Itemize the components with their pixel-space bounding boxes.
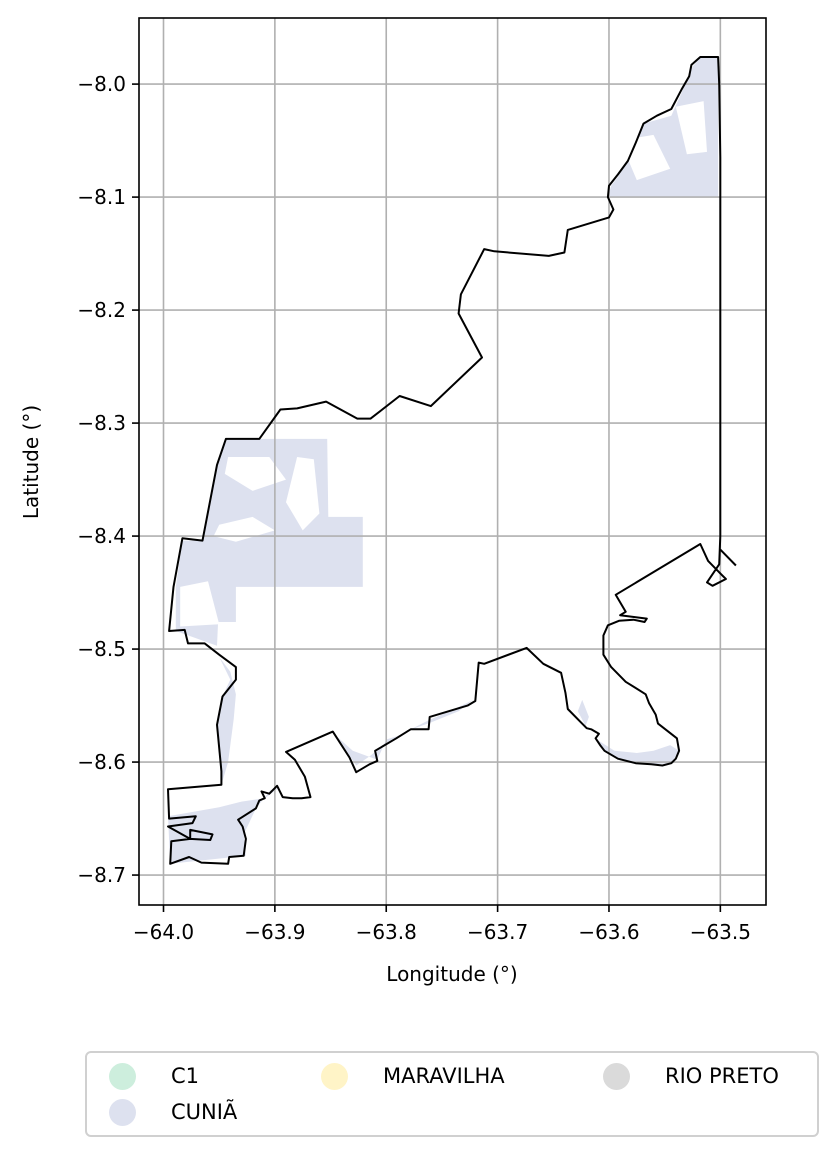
y-tick-label-2: −8.2 bbox=[77, 298, 126, 322]
x-tick-label-1: −63.9 bbox=[244, 920, 305, 944]
plot-frame bbox=[138, 17, 767, 906]
legend-label-maravilha: MARAVILHA bbox=[383, 1064, 505, 1088]
legend-item-maravilha: MARAVILHA bbox=[321, 1059, 505, 1093]
municipal-boundary bbox=[167, 56, 737, 865]
legend-marker-cunia bbox=[109, 1098, 136, 1126]
x-axis-ticks: −64.0 −63.9 −63.8 −63.7 −63.6 −63.5 bbox=[133, 905, 751, 944]
region-holes bbox=[180, 101, 707, 627]
x-axis-title: Longitude (°) bbox=[386, 962, 517, 986]
legend: C1 MARAVILHA RIO PRETO CUNIÃ bbox=[85, 1051, 819, 1137]
legend-marker-rio-preto bbox=[603, 1062, 630, 1090]
cunia-region-6 bbox=[577, 699, 589, 726]
y-axis-ticks: −8.0 −8.1 −8.2 −8.3 −8.4 −8.5 −8.6 −8.7 bbox=[77, 72, 139, 887]
y-tick-label-6: −8.6 bbox=[77, 750, 126, 774]
y-tick-label-4: −8.4 bbox=[77, 524, 126, 548]
boundary-segment bbox=[719, 548, 737, 567]
cunia-region-4 bbox=[335, 699, 474, 766]
legend-item-rio-preto: RIO PRETO bbox=[603, 1059, 779, 1093]
x-tick-label-4: −63.6 bbox=[578, 920, 639, 944]
legend-label-rio-preto: RIO PRETO bbox=[665, 1064, 779, 1088]
boundary-outline bbox=[167, 56, 727, 865]
unmapped-area-2 bbox=[286, 457, 320, 531]
y-tick-label-5: −8.5 bbox=[77, 637, 126, 661]
legend-item-c1: C1 bbox=[109, 1059, 199, 1093]
y-axis-title: Latitude (°) bbox=[19, 405, 43, 519]
legend-marker-c1 bbox=[109, 1062, 136, 1090]
x-tick-label-3: −63.7 bbox=[467, 920, 528, 944]
unmapped-area-5 bbox=[675, 101, 707, 155]
legend-label-c1: C1 bbox=[171, 1064, 200, 1088]
legend-label-cunia: CUNIÃ bbox=[171, 1100, 238, 1124]
unmapped-area-0 bbox=[224, 457, 286, 491]
cunia-region-2 bbox=[217, 657, 236, 785]
y-tick-label-1: −8.1 bbox=[77, 185, 126, 209]
unmapped-area-4 bbox=[620, 134, 671, 181]
y-tick-label-0: −8.0 bbox=[77, 72, 126, 96]
unmapped-area-3 bbox=[180, 581, 220, 627]
x-tick-label-5: −63.5 bbox=[690, 920, 751, 944]
y-tick-label-7: −8.7 bbox=[77, 863, 126, 887]
y-tick-label-3: −8.3 bbox=[77, 411, 126, 435]
legend-item-cunia: CUNIÃ bbox=[109, 1095, 237, 1129]
cunia-region-3 bbox=[168, 786, 281, 864]
legend-marker-maravilha bbox=[321, 1062, 348, 1090]
x-tick-label-2: −63.8 bbox=[356, 920, 417, 944]
x-tick-label-0: −64.0 bbox=[133, 920, 194, 944]
grid-lines bbox=[139, 18, 766, 905]
